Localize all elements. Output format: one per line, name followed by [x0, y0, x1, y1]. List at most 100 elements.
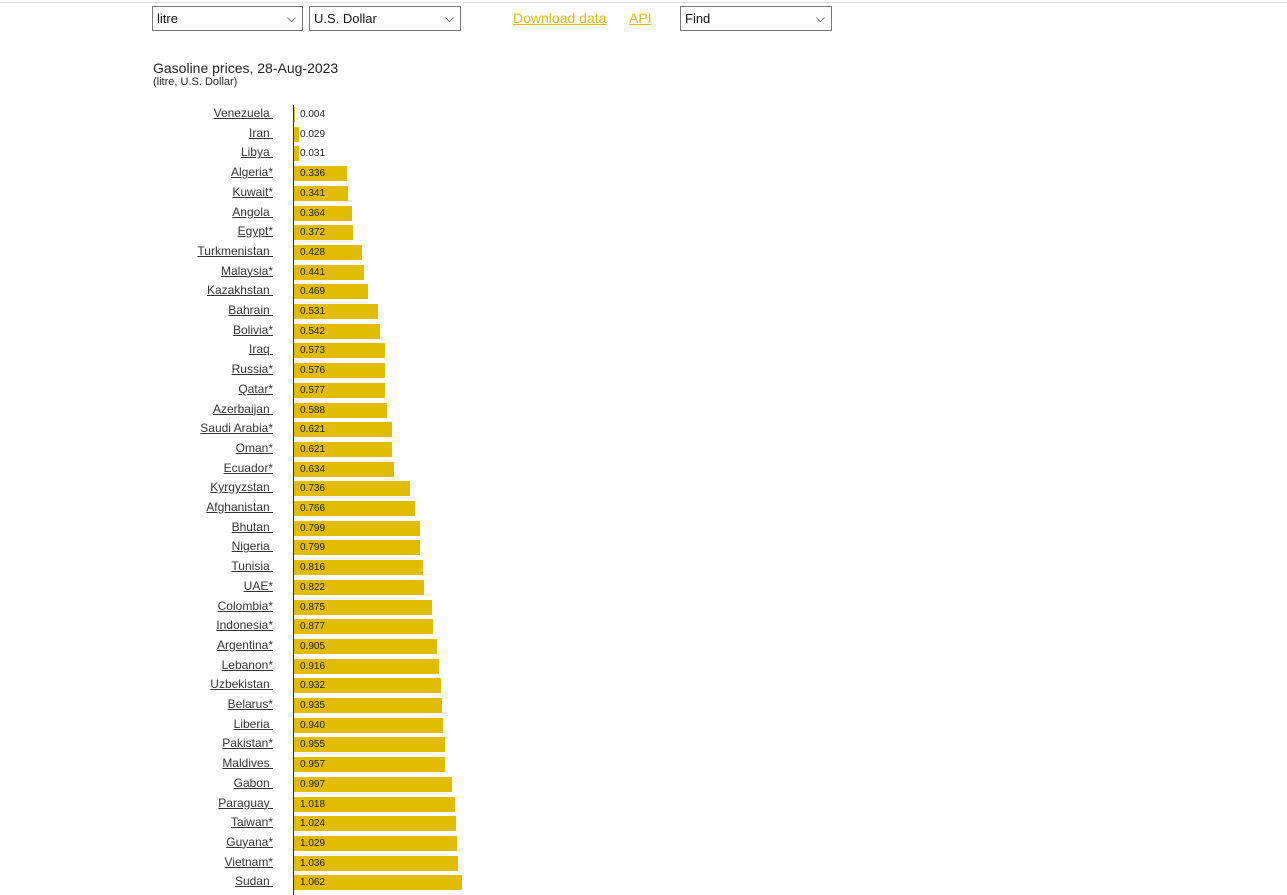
- bar: [294, 678, 442, 694]
- bar: [294, 225, 353, 241]
- bar-value-label: 0.441: [300, 266, 326, 278]
- bar-value-label: 0.004: [300, 109, 326, 120]
- bar: [294, 619, 433, 635]
- bar-value-label: 0.577: [300, 384, 326, 396]
- bar-value-label: 1.024: [300, 818, 326, 830]
- bar: [294, 599, 433, 615]
- country-label[interactable]: Gabon: [233, 775, 273, 790]
- bar-value-label: 0.736: [300, 483, 326, 495]
- country-label[interactable]: Malaysia*: [220, 263, 273, 278]
- country-label[interactable]: Bahrain: [228, 303, 273, 317]
- country-label[interactable]: Kazakhstan: [206, 283, 273, 298]
- bar-value-label: 0.816: [300, 562, 326, 574]
- country-label[interactable]: Libya: [240, 145, 273, 160]
- bar: [294, 422, 393, 438]
- country-label[interactable]: Afghanistan: [206, 500, 273, 514]
- bar: [294, 402, 387, 418]
- country-label[interactable]: Paraguay: [218, 795, 273, 810]
- country-label[interactable]: Indonesia*: [216, 618, 273, 633]
- bar: [294, 107, 295, 122]
- country-label[interactable]: Sudan: [234, 874, 273, 889]
- bar-value-label: 0.766: [300, 503, 326, 514]
- api-link[interactable]: API: [629, 10, 652, 26]
- bar-value-label: 0.940: [300, 719, 326, 731]
- bar-value-label: 0.822: [300, 581, 326, 593]
- country-label[interactable]: Vietnam*: [224, 854, 273, 869]
- find-select-value: Find: [685, 11, 711, 26]
- bar-value-label: 0.799: [300, 542, 326, 554]
- bar-value-label: 0.469: [300, 286, 326, 298]
- country-label[interactable]: Azerbaijan: [212, 401, 273, 416]
- bar-value-label: 0.955: [300, 739, 326, 751]
- bar: [294, 540, 421, 556]
- country-label[interactable]: Bhutan: [231, 519, 273, 534]
- country-label[interactable]: Oman*: [235, 440, 273, 455]
- country-label[interactable]: Liberia: [233, 716, 273, 731]
- country-label[interactable]: Ecuador*: [223, 460, 273, 475]
- bar-value-label: 0.588: [300, 404, 326, 416]
- country-label[interactable]: Kuwait*: [232, 184, 273, 199]
- bar-value-label: 0.935: [300, 700, 326, 711]
- chart-title: Gasoline prices, 28-Aug-2023: [153, 60, 339, 76]
- unit-select[interactable]: litre ⌵: [152, 6, 303, 31]
- country-label[interactable]: Egypt*: [237, 224, 273, 239]
- bar: [294, 698, 442, 713]
- find-select[interactable]: Find ⌵: [680, 6, 832, 31]
- unit-select-value: litre: [157, 11, 178, 26]
- bar-value-label: 0.531: [300, 306, 326, 317]
- download-data-link[interactable]: Download data: [513, 10, 607, 26]
- country-label[interactable]: Argentina*: [216, 637, 273, 652]
- country-label[interactable]: Russia*: [231, 362, 273, 377]
- bar: [294, 166, 348, 182]
- country-label[interactable]: Algeria*: [230, 165, 273, 180]
- chevron-down-icon: ⌵: [444, 11, 454, 25]
- country-label[interactable]: Iran: [248, 125, 273, 140]
- bar-value-label: 0.905: [300, 640, 326, 652]
- country-label[interactable]: Angola: [232, 204, 273, 219]
- top-divider: [0, 2, 1287, 3]
- bar-value-label: 0.372: [300, 227, 326, 239]
- bar: [294, 579, 424, 595]
- bar: [294, 146, 299, 162]
- currency-select-value: U.S. Dollar: [314, 11, 377, 26]
- bar: [294, 461, 395, 477]
- bar: [294, 501, 416, 516]
- bar: [294, 560, 423, 576]
- country-label[interactable]: Taiwan*: [230, 815, 273, 830]
- country-label[interactable]: Kyrgyzstan: [210, 480, 273, 495]
- country-label[interactable]: Turkmenistan: [197, 243, 273, 258]
- country-label[interactable]: Maldives: [222, 756, 273, 771]
- country-label[interactable]: Saudi Arabia*: [200, 421, 273, 436]
- bar-value-label: 0.957: [300, 759, 326, 771]
- bar-value-label: 0.341: [300, 187, 326, 199]
- bar-value-label: 0.916: [300, 660, 326, 672]
- bar-value-label: 0.621: [300, 424, 326, 436]
- bar-value-label: 0.877: [300, 621, 326, 633]
- country-label[interactable]: Nigeria: [231, 539, 273, 554]
- country-label[interactable]: Uzbekistan: [210, 677, 273, 692]
- bar-value-label: 0.576: [300, 365, 326, 377]
- bar: [294, 816, 456, 832]
- bar: [294, 382, 386, 398]
- bar-value-label: 0.031: [300, 148, 326, 160]
- bar: [294, 757, 446, 773]
- bar: [294, 658, 439, 674]
- country-label[interactable]: Venezuela: [213, 106, 273, 120]
- country-label[interactable]: Pakistan*: [222, 736, 273, 751]
- bar-value-label: 1.062: [300, 877, 326, 889]
- country-label[interactable]: Bolivia*: [232, 322, 273, 337]
- bar: [294, 717, 443, 733]
- country-label[interactable]: Belarus*: [227, 697, 273, 711]
- country-label[interactable]: Tunisia: [231, 559, 273, 574]
- currency-select[interactable]: U.S. Dollar ⌵: [309, 6, 461, 31]
- bar-value-label: 0.634: [300, 463, 326, 475]
- country-label[interactable]: Iraq: [248, 342, 273, 357]
- country-label[interactable]: Guyana*: [226, 834, 273, 849]
- chevron-down-icon: ⌵: [286, 11, 296, 25]
- country-label[interactable]: Qatar*: [238, 381, 273, 396]
- country-label[interactable]: Lebanon*: [221, 657, 273, 672]
- country-label[interactable]: UAE*: [243, 578, 273, 593]
- bar: [294, 776, 452, 792]
- country-label[interactable]: Colombia*: [217, 598, 273, 613]
- bar: [294, 126, 299, 142]
